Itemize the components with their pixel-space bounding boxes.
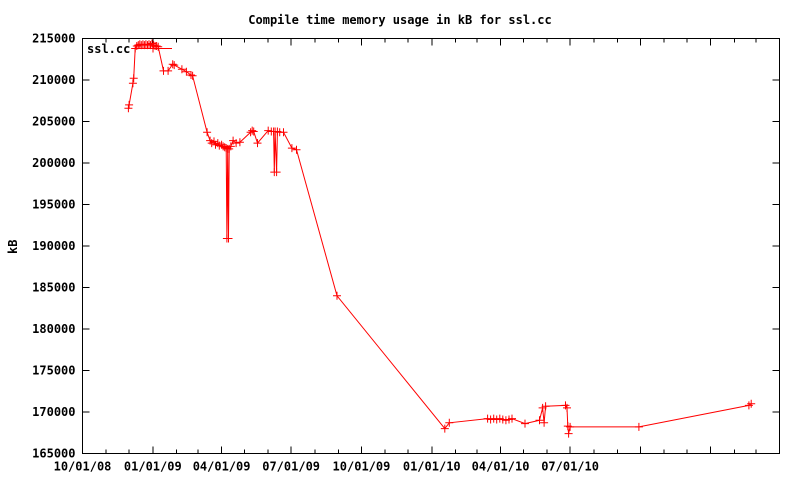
y-tick-label: 185000 xyxy=(32,281,75,295)
x-axis-ticks: 10/01/08 01/01/09 04/01/09 07/01/09 10/01/09… xyxy=(54,38,780,474)
legend-sample xyxy=(134,44,172,53)
x-tick-label: 04/01/10 xyxy=(472,460,530,474)
y-tick-label: 175000 xyxy=(32,364,75,378)
y-tick-label: 215000 xyxy=(32,32,75,46)
x-tick-label: 04/01/09 xyxy=(193,460,251,474)
plot-border xyxy=(82,38,780,454)
x-tick-label: 01/01/10 xyxy=(403,460,461,474)
y-tick-label: 170000 xyxy=(32,405,75,419)
chart-title: Compile time memory usage in kB for ssl.… xyxy=(248,13,552,27)
y-tick-label: 195000 xyxy=(32,198,75,212)
y-tick-label: 190000 xyxy=(32,239,75,253)
y-tick-label: 210000 xyxy=(32,73,75,87)
y-tick-label: 165000 xyxy=(32,447,75,461)
y-tick-label: 180000 xyxy=(32,322,75,336)
y-tick-label: 205000 xyxy=(32,115,75,129)
legend-label: ssl.cc xyxy=(87,42,131,56)
x-tick-label: 10/01/08 xyxy=(54,460,112,474)
x-tick-label: 10/01/09 xyxy=(333,460,391,474)
x-tick-label: 01/01/09 xyxy=(124,460,182,474)
y-axis-ticks: 165000 170000 175000 180000 185000 190000 1950… xyxy=(32,32,780,461)
x-tick-label: 07/01/09 xyxy=(262,460,320,474)
series-line xyxy=(127,42,752,434)
y-tick-label: 200000 xyxy=(32,156,75,170)
series-markers xyxy=(124,39,756,438)
x-tick-label: 07/01/10 xyxy=(541,460,599,474)
